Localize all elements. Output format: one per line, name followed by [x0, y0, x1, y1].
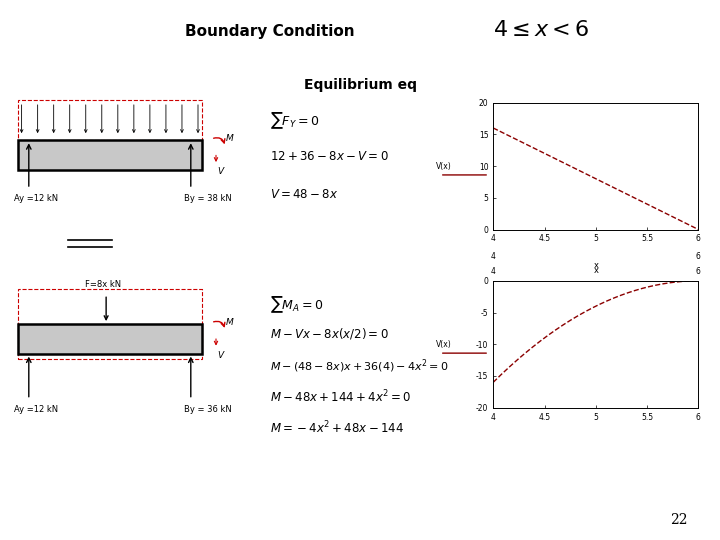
Bar	[18, 140, 202, 170]
Text: 4: 4	[491, 267, 495, 276]
Text: $V = 48 - 8x$: $V = 48 - 8x$	[270, 188, 338, 201]
Text: By = 36 kN: By = 36 kN	[184, 405, 231, 414]
Text: V(x): V(x)	[436, 340, 451, 349]
Text: Ay =12 kN: Ay =12 kN	[14, 405, 58, 414]
Text: $12 + 36 - 8x - V = 0$: $12 + 36 - 8x - V = 0$	[270, 150, 389, 163]
Text: M: M	[225, 318, 233, 327]
Text: F=8x kN: F=8x kN	[84, 280, 121, 289]
Text: $4 \leq x < 6$: $4 \leq x < 6$	[493, 19, 590, 41]
Bar	[18, 324, 202, 354]
Text: 6: 6	[696, 252, 701, 261]
Text: M: M	[225, 134, 233, 143]
Text: $\sum M_A = 0$: $\sum M_A = 0$	[270, 294, 323, 315]
Text: x: x	[593, 261, 598, 270]
Text: By = 38 kN: By = 38 kN	[184, 194, 231, 204]
Text: 6: 6	[696, 267, 701, 276]
Text: $M = -4x^2 + 48x - 144$: $M = -4x^2 + 48x - 144$	[270, 420, 404, 436]
Text: V(x): V(x)	[436, 161, 451, 171]
Bar	[18, 100, 202, 140]
Text: Ay =12 kN: Ay =12 kN	[14, 194, 58, 204]
Text: 4: 4	[491, 252, 495, 261]
Text: 22: 22	[670, 512, 688, 526]
Text: $M - 48x + 144 + 4x^2 = 0$: $M - 48x + 144 + 4x^2 = 0$	[270, 388, 411, 405]
Text: Equilibrium eq: Equilibrium eq	[304, 78, 416, 92]
Text: $M - (48-8x)x + 36(4) - 4x^2 = 0$: $M - (48-8x)x + 36(4) - 4x^2 = 0$	[270, 357, 449, 375]
Text: V: V	[217, 167, 224, 176]
Text: x: x	[593, 266, 598, 275]
Text: $\sum F_Y = 0$: $\sum F_Y = 0$	[270, 111, 319, 131]
Bar	[18, 289, 202, 359]
Text: Boundary Condition: Boundary Condition	[185, 24, 355, 39]
Text: $M - Vx - 8x(x/2) = 0$: $M - Vx - 8x(x/2) = 0$	[270, 326, 389, 341]
Text: V: V	[217, 351, 224, 360]
